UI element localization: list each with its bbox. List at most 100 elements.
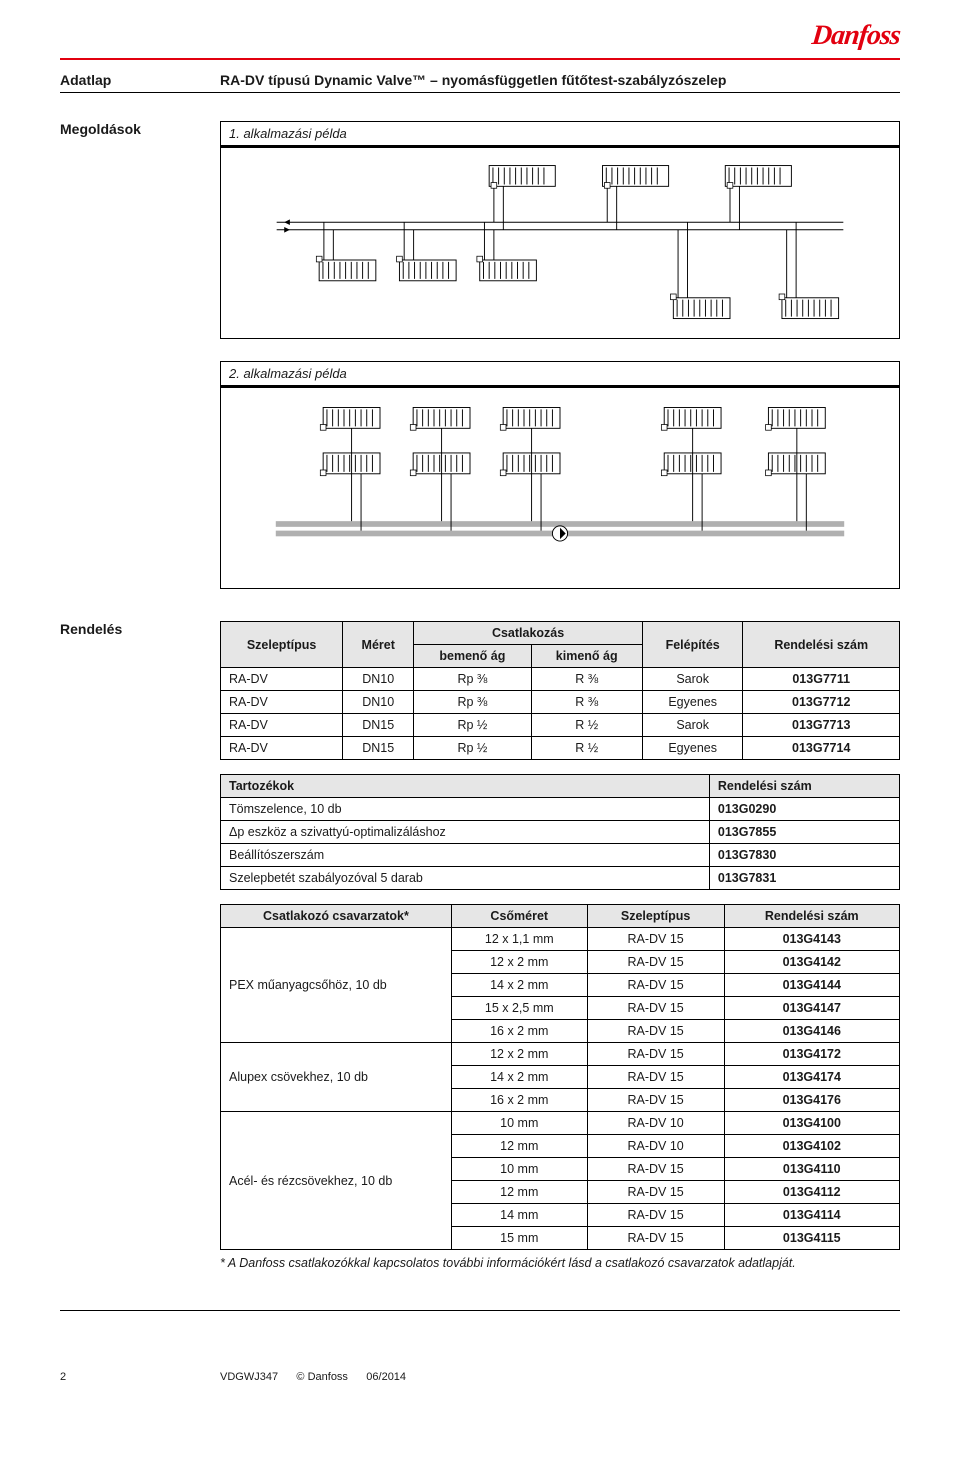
table-cell: 12 mm xyxy=(451,1181,587,1204)
table-cell: 16 x 2 mm xyxy=(451,1020,587,1043)
table-cell: Sarok xyxy=(642,714,743,737)
table-cell: 013G4172 xyxy=(724,1043,899,1066)
table-cell: 15 mm xyxy=(451,1227,587,1250)
table-cell: 013G4143 xyxy=(724,928,899,951)
table-cell: R ⅜ xyxy=(531,668,642,691)
table-cell: 013G7711 xyxy=(743,668,900,691)
table-cell: 013G4144 xyxy=(724,974,899,997)
table-cell: 14 mm xyxy=(451,1204,587,1227)
table-cell: R ½ xyxy=(531,714,642,737)
table-cell: 013G4115 xyxy=(724,1227,899,1250)
diagram1-caption: 1. alkalmazási példa xyxy=(220,121,900,147)
footer-code: VDGWJ347 xyxy=(220,1371,278,1383)
table-row: RA-DVDN15Rp ½R ½Sarok013G7713 xyxy=(221,714,900,737)
table-cell: Rp ⅜ xyxy=(414,668,531,691)
table-cell: 16 x 2 mm xyxy=(451,1089,587,1112)
table-cell: 013G4114 xyxy=(724,1204,899,1227)
t3-h-order: Rendelési szám xyxy=(724,905,899,928)
t1-h-order: Rendelési szám xyxy=(743,622,900,668)
table-cell: RA-DV xyxy=(221,737,343,760)
table-row: Δp eszköz a szivattyú-optimalizáláshoz01… xyxy=(221,821,900,844)
table-group-cell: Alupex csövekhez, 10 db xyxy=(221,1043,452,1112)
table-cell: Δp eszköz a szivattyú-optimalizáláshoz xyxy=(221,821,710,844)
solutions-label: Megoldások xyxy=(60,121,220,589)
accessories-table: Tartozékok Rendelési szám Tömszelence, 1… xyxy=(220,774,900,890)
table-cell: 013G7714 xyxy=(743,737,900,760)
t3-h-conn: Csatlakozó csavarzatok* xyxy=(221,905,452,928)
table-cell: RA-DV xyxy=(221,691,343,714)
table-row: Alupex csövekhez, 10 db12 x 2 mmRA-DV 15… xyxy=(221,1043,900,1066)
t2-h-acc: Tartozékok xyxy=(221,775,710,798)
table-cell: Rp ½ xyxy=(414,737,531,760)
table-cell: 12 mm xyxy=(451,1135,587,1158)
table-cell: DN10 xyxy=(343,691,414,714)
diagram2 xyxy=(220,387,900,589)
footer-date: 06/2014 xyxy=(366,1371,406,1383)
table-cell: R ⅜ xyxy=(531,691,642,714)
t1-h-build: Felépítés xyxy=(642,622,743,668)
table-row: Beállítószerszám013G7830 xyxy=(221,844,900,867)
solutions-section: Megoldások 1. alkalmazási példa xyxy=(60,121,900,589)
table-cell: Beállítószerszám xyxy=(221,844,710,867)
table-row: RA-DVDN15Rp ½R ½Egyenes013G7714 xyxy=(221,737,900,760)
table-cell: 013G0290 xyxy=(709,798,899,821)
brand-logo-text: Danfoss xyxy=(810,20,901,52)
fittings-footnote: * A Danfoss csatlakozókkal kapcsolatos t… xyxy=(220,1256,900,1270)
fittings-table: Csatlakozó csavarzatok* Csőméret Szelept… xyxy=(220,904,900,1250)
valve-types-table: Szeleptípus Méret Csatlakozás Felépítés … xyxy=(220,621,900,760)
table-cell: RA-DV 15 xyxy=(587,997,724,1020)
table-cell: RA-DV 10 xyxy=(587,1135,724,1158)
table-cell: Egyenes xyxy=(642,691,743,714)
table-group-cell: PEX műanyagcsőhöz, 10 db xyxy=(221,928,452,1043)
diagram1 xyxy=(220,147,900,339)
header-divider xyxy=(60,92,900,93)
table-cell: 013G7830 xyxy=(709,844,899,867)
table-row: RA-DVDN10Rp ⅜R ⅜Sarok013G7711 xyxy=(221,668,900,691)
brand-divider xyxy=(60,58,900,60)
table-cell: R ½ xyxy=(531,737,642,760)
t3-h-type: Szeleptípus xyxy=(587,905,724,928)
t3-h-pipe: Csőméret xyxy=(451,905,587,928)
table-cell: 12 x 1,1 mm xyxy=(451,928,587,951)
page-header: Adatlap RA-DV típusú Dynamic Valve™ – ny… xyxy=(60,72,900,92)
table-cell: 013G4112 xyxy=(724,1181,899,1204)
diagram2-svg xyxy=(240,398,880,578)
table-cell: Tömszelence, 10 db xyxy=(221,798,710,821)
table-cell: Egyenes xyxy=(642,737,743,760)
table-cell: DN10 xyxy=(343,668,414,691)
page-footer: 2 VDGWJ347 © Danfoss 06/2014 xyxy=(60,1371,900,1383)
diagram1-svg xyxy=(240,158,880,328)
order-section: Rendelés Szeleptípus Méret Csatlakozás F… xyxy=(60,621,900,1270)
table-cell: 013G4176 xyxy=(724,1089,899,1112)
table-cell: Szelepbetét szabályozóval 5 darab xyxy=(221,867,710,890)
table-cell: RA-DV 15 xyxy=(587,1158,724,1181)
table-cell: 013G4147 xyxy=(724,997,899,1020)
table-cell: RA-DV 15 xyxy=(587,1227,724,1250)
table-cell: RA-DV 15 xyxy=(587,1089,724,1112)
table-cell: RA-DV 15 xyxy=(587,1181,724,1204)
table-group-cell: Acél- és rézcsövekhez, 10 db xyxy=(221,1112,452,1250)
table-cell: Sarok xyxy=(642,668,743,691)
table-cell: 15 x 2,5 mm xyxy=(451,997,587,1020)
t1-h-conn: Csatlakozás xyxy=(414,622,643,645)
table-row: Tömszelence, 10 db013G0290 xyxy=(221,798,900,821)
table-cell: 14 x 2 mm xyxy=(451,1066,587,1089)
table-cell: 013G4174 xyxy=(724,1066,899,1089)
diagram2-caption: 2. alkalmazási példa xyxy=(220,361,900,387)
doc-title: RA-DV típusú Dynamic Valve™ – nyomásfügg… xyxy=(220,72,900,88)
table-row: PEX műanyagcsőhöz, 10 db12 x 1,1 mmRA-DV… xyxy=(221,928,900,951)
t1-h-type: Szeleptípus xyxy=(221,622,343,668)
table-cell: DN15 xyxy=(343,714,414,737)
page-number: 2 xyxy=(60,1371,220,1383)
table-cell: 10 mm xyxy=(451,1112,587,1135)
t1-h-conn-out: kimenő ág xyxy=(531,645,642,668)
table-cell: DN15 xyxy=(343,737,414,760)
table-cell: RA-DV 15 xyxy=(587,1020,724,1043)
table-cell: RA-DV xyxy=(221,714,343,737)
t2-h-order: Rendelési szám xyxy=(709,775,899,798)
table-row: RA-DVDN10Rp ⅜R ⅜Egyenes013G7712 xyxy=(221,691,900,714)
table-cell: 013G4142 xyxy=(724,951,899,974)
table-row: Szelepbetét szabályozóval 5 darab013G783… xyxy=(221,867,900,890)
table-cell: RA-DV 15 xyxy=(587,1066,724,1089)
doc-type-label: Adatlap xyxy=(60,72,220,88)
